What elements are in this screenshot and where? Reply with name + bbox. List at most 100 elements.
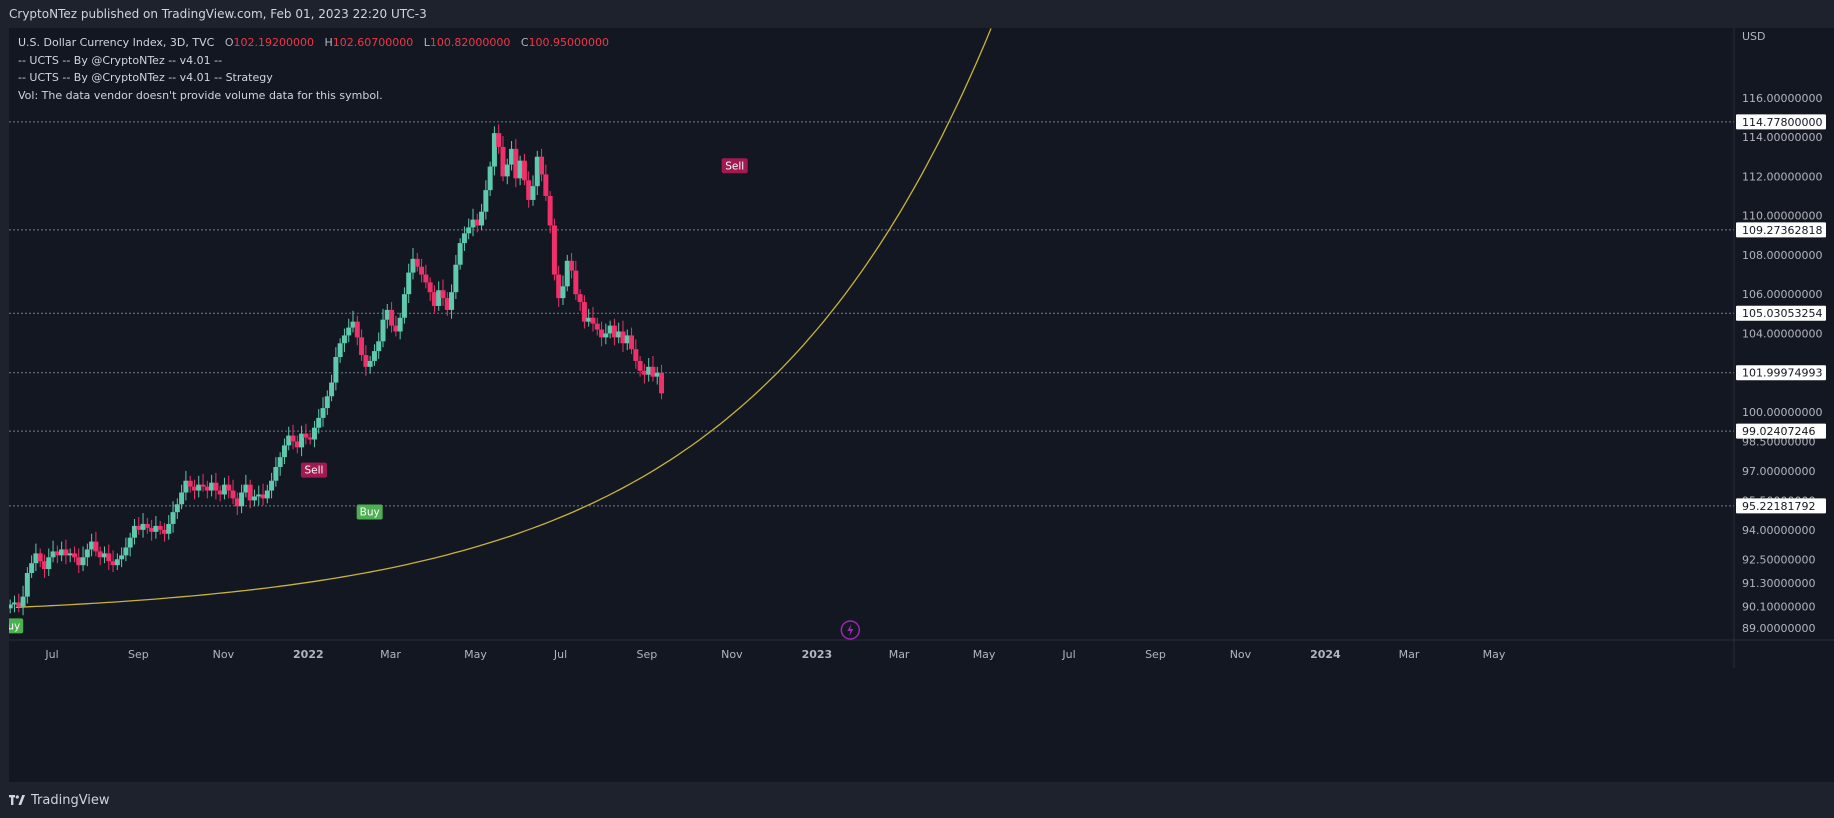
candle-body (153, 525, 159, 532)
candle-body (320, 408, 326, 418)
candle-body (89, 541, 95, 550)
candle-body (50, 551, 56, 558)
candle-body (264, 490, 270, 499)
legend-open-label: O (224, 36, 234, 49)
candle-body (213, 482, 219, 491)
level-price-tag (1736, 423, 1826, 439)
x-tick-label: Mar (380, 648, 401, 661)
candle-body (260, 494, 266, 499)
x-tick-label: Mar (889, 648, 910, 661)
candle-body (230, 490, 236, 499)
candle-body (393, 325, 399, 332)
candle-body (294, 441, 300, 448)
price-axis[interactable] (1734, 28, 1834, 640)
candle-body (247, 484, 253, 501)
candle-body (367, 360, 373, 367)
candle-body (84, 549, 90, 558)
legend-close-label: C (520, 36, 529, 49)
candle-body (251, 496, 257, 501)
y-tick-label: 98.50000000 (1742, 435, 1815, 448)
candle-body (569, 260, 575, 271)
candle-body (179, 492, 185, 505)
candle-body (333, 357, 339, 383)
candle-body (166, 523, 172, 534)
candle-body (397, 317, 403, 332)
candle-body (659, 372, 665, 394)
tradingview-logo[interactable]: TradingView (9, 793, 110, 808)
legend-low-label: L (423, 36, 430, 49)
y-tick-label: 108.00000000 (1742, 249, 1822, 262)
candle-body (41, 561, 47, 570)
candle-body (144, 523, 150, 528)
signal-box (356, 504, 383, 520)
candle-body (431, 292, 437, 306)
candle-body (517, 160, 523, 179)
candle-body (110, 561, 116, 566)
candle-body (67, 553, 73, 556)
candle-body (209, 482, 215, 491)
candle-body (341, 335, 347, 344)
price-chart[interactable]: USD 116.00000000 114.00000000 112.00000000 1… (9, 28, 1834, 782)
signal-box (9, 618, 24, 634)
candle-body (256, 494, 262, 497)
candle-body (239, 492, 245, 507)
candle-body (539, 156, 545, 175)
candle-body (564, 260, 570, 287)
chart-pane[interactable] (9, 28, 1834, 782)
legend-indicator-1[interactable]: -- UCTS -- By @CryptoNTez -- v4.01 -- (18, 53, 223, 67)
signal-text: Buy (9, 620, 20, 632)
level-price-label: 105.03053254 (1742, 307, 1822, 320)
candle-body (20, 596, 26, 607)
candle-body (140, 523, 146, 530)
candle-body (389, 309, 395, 326)
level-price-tag (1736, 114, 1826, 130)
legend-high-value: 102.60700000 (332, 36, 414, 49)
candle-body (183, 480, 189, 493)
candle-body (641, 370, 647, 375)
candle-body (509, 148, 515, 165)
candle-body (316, 417, 322, 428)
x-tick-label: Jul (1061, 648, 1075, 661)
candle-body (311, 427, 317, 440)
candle-body (59, 549, 65, 556)
sell-signal-label: Sell (721, 158, 748, 174)
candle-body (491, 133, 497, 167)
candle-body (119, 555, 125, 560)
legend-low-value: 100.82000000 (429, 36, 511, 49)
y-tick-label: 106.00000000 (1742, 288, 1822, 301)
candle-body (457, 243, 463, 265)
x-tick-label: 2023 (802, 648, 833, 661)
published-text: CryptoNTez published on TradingView.com,… (9, 7, 427, 21)
level-price-tag (1736, 498, 1826, 514)
candle-body (273, 466, 279, 481)
x-tick-label: Sep (128, 648, 149, 661)
candle-body (299, 433, 305, 448)
x-tick-label: May (973, 648, 996, 661)
currency-label: USD (1742, 30, 1766, 43)
candle-body (226, 484, 232, 491)
candle-body (650, 366, 656, 377)
sell-signal-label: Sell (300, 462, 327, 478)
candle-body (221, 484, 227, 495)
candle-body (303, 433, 309, 438)
candle-body (500, 146, 506, 177)
candle-body (346, 327, 352, 336)
candle-body (521, 160, 527, 181)
candle-body (629, 335, 635, 350)
candle-body (93, 541, 99, 552)
y-tick-label: 90.10000000 (1742, 600, 1815, 613)
candle-body (37, 553, 43, 562)
candle-body (337, 343, 343, 358)
tradingview-brand: TradingView (31, 792, 110, 808)
events-lightning-icon[interactable] (840, 620, 861, 640)
candle-body (487, 166, 493, 191)
legend-indicator-2[interactable]: -- UCTS -- By @CryptoNTez -- v4.01 -- St… (18, 71, 273, 84)
signal-box (300, 462, 327, 478)
candle-body (526, 180, 532, 200)
candle-body (620, 331, 626, 344)
candle-body (603, 333, 609, 338)
y-tick-label: 114.00000000 (1742, 131, 1822, 144)
lightning-bolt (847, 624, 854, 636)
candle-body (29, 563, 35, 574)
candle-body (547, 196, 553, 226)
